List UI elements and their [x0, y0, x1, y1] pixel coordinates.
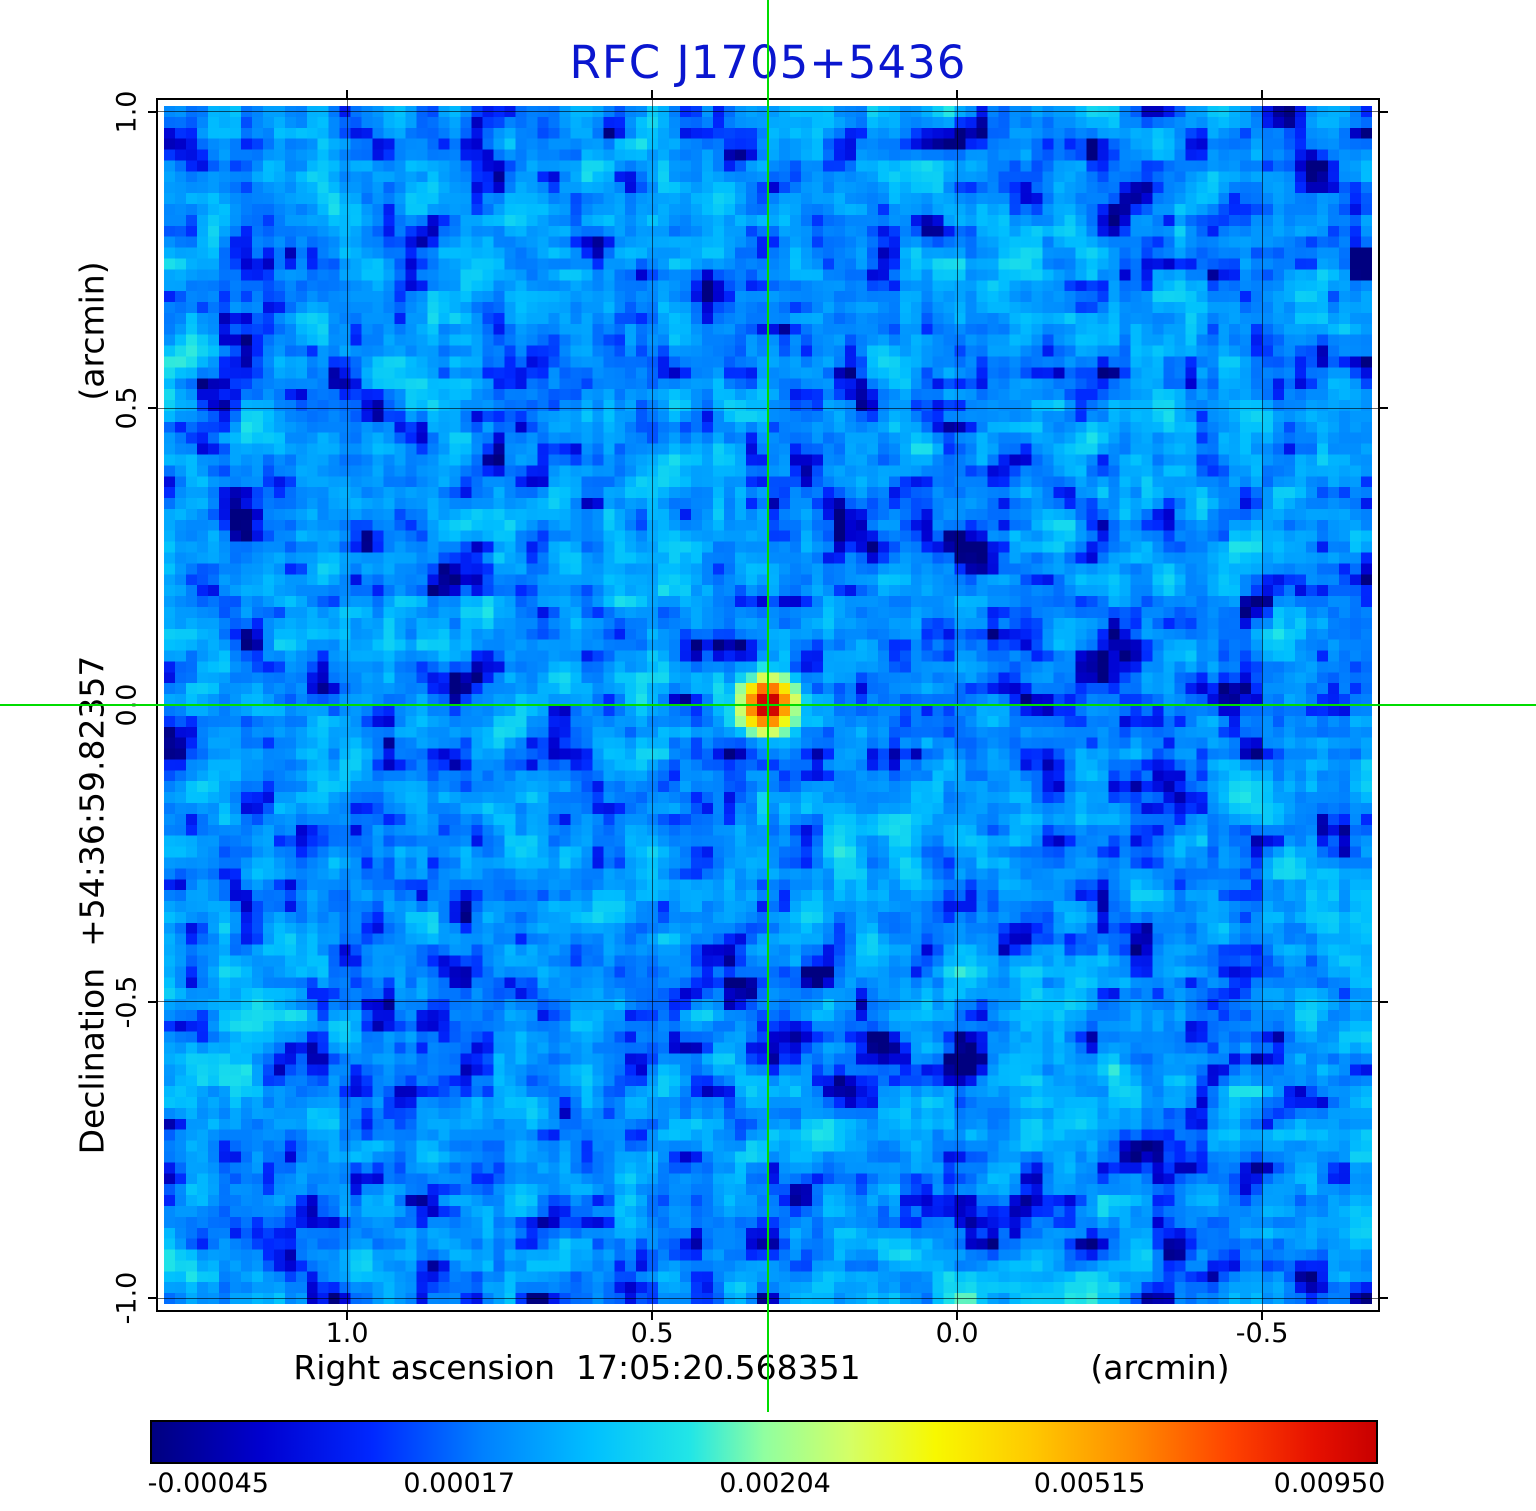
axis-tick — [651, 90, 654, 98]
axis-tick — [1380, 1297, 1388, 1300]
y-tick-label: -1.0 — [111, 1271, 143, 1325]
x-tick-label: -0.5 — [1235, 1318, 1289, 1349]
axis-tick — [346, 90, 349, 98]
axis-tick — [1261, 90, 1264, 98]
y-axis-label: Declination +54:36:59.82357 — [72, 655, 112, 1155]
x-tick-label: 0.5 — [630, 1318, 674, 1349]
axis-tick — [148, 407, 156, 410]
y-tick-label: 1.0 — [111, 90, 143, 134]
colorbar-tick-label: 0.00515 — [1033, 1468, 1146, 1499]
colorbar-tick-label: -0.00045 — [147, 1468, 269, 1499]
axis-tick — [148, 1000, 156, 1003]
axis-tick — [956, 90, 959, 98]
colorbar — [150, 1420, 1378, 1464]
axis-tick — [1261, 1312, 1264, 1320]
y-axis-unit-label: (arcmin) — [72, 261, 112, 401]
x-tick-label: 1.0 — [325, 1318, 369, 1349]
axis-tick — [148, 1297, 156, 1300]
axis-tick — [956, 1312, 959, 1320]
axis-tick — [148, 110, 156, 113]
axis-tick — [1380, 407, 1388, 410]
crosshair-horizontal-line — [0, 704, 1536, 706]
colorbar-tick-label: 0.00950 — [1273, 1468, 1386, 1499]
axis-tick — [346, 1312, 349, 1320]
y-tick-label: -0.5 — [111, 975, 143, 1028]
axis-tick — [1380, 1000, 1388, 1003]
axis-tick — [651, 1312, 654, 1320]
x-axis-label: Right ascension 17:05:20.568351 — [293, 1348, 861, 1387]
crosshair-vertical-line — [767, 0, 769, 1412]
x-tick-label: 0.0 — [935, 1318, 979, 1349]
axis-tick — [1380, 110, 1388, 113]
colorbar-tick-label: 0.00204 — [719, 1468, 831, 1499]
x-axis-unit-label: (arcmin) — [1090, 1348, 1230, 1387]
chart-title: RFC J1705+5436 — [569, 36, 967, 89]
colorbar-tick-label: 0.00017 — [403, 1468, 516, 1499]
y-tick-label: 0.5 — [111, 386, 143, 430]
